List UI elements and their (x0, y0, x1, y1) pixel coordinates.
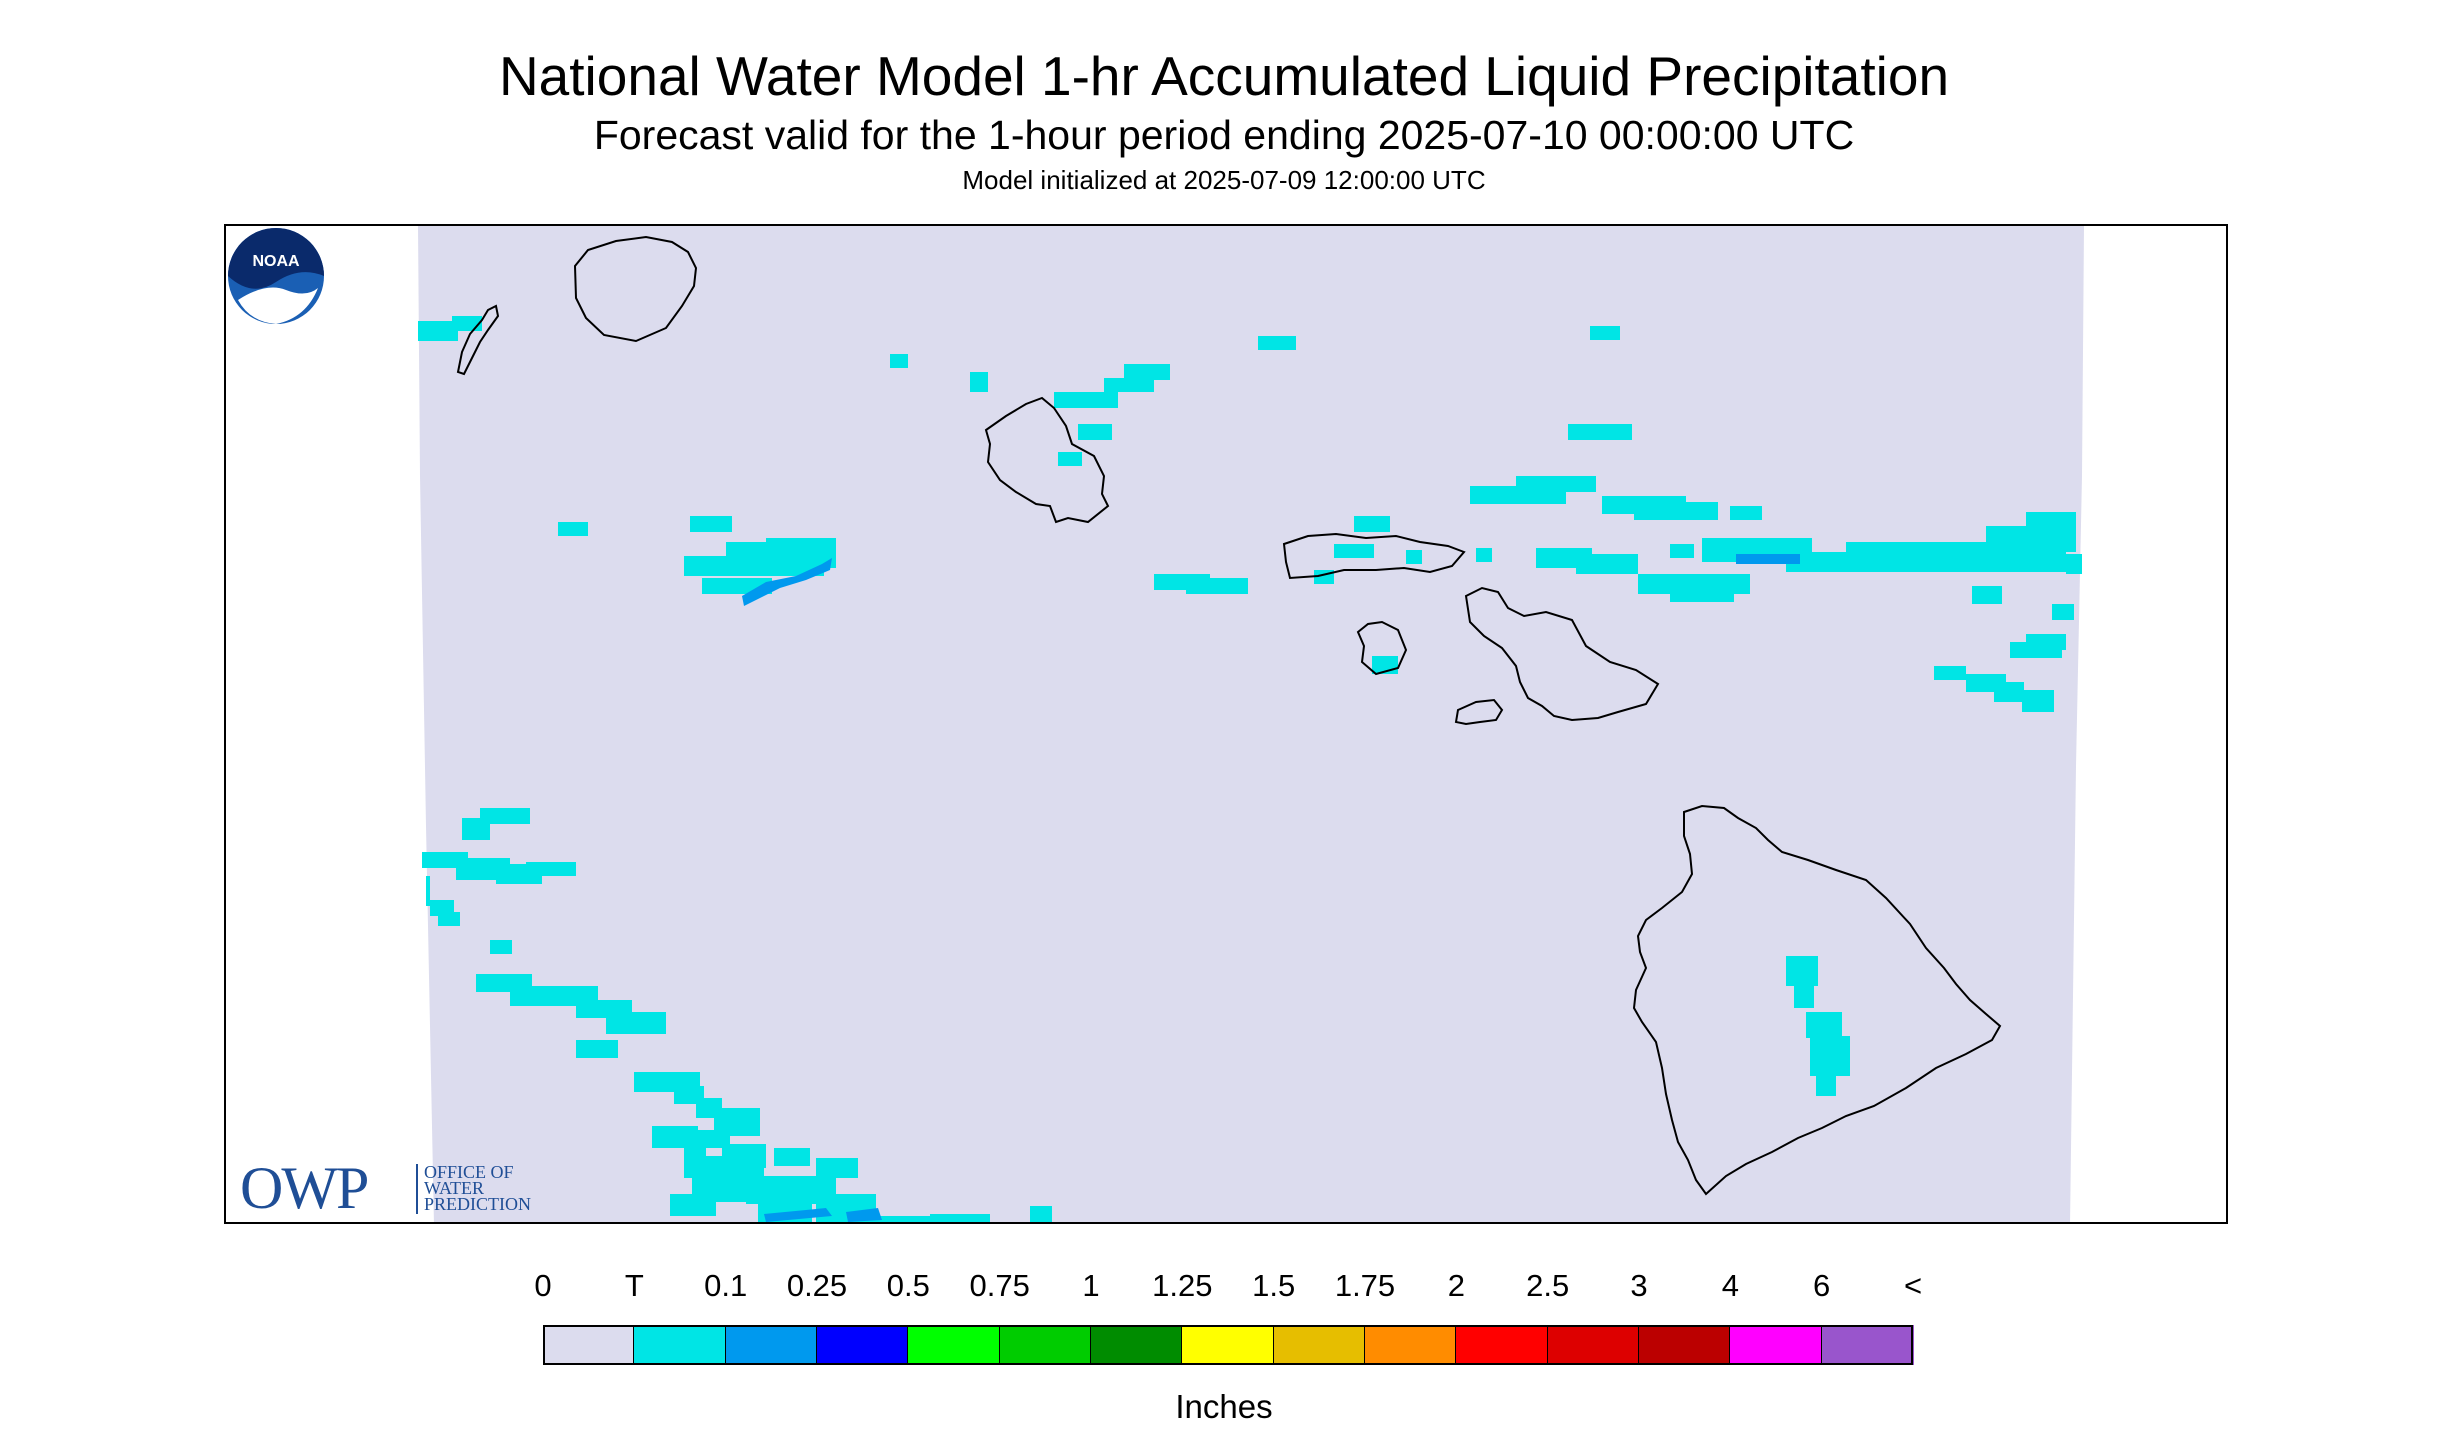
legend-swatch (1730, 1325, 1823, 1365)
owp-logo-divider (416, 1164, 418, 1214)
legend-border (543, 1325, 1913, 1365)
noaa-logo-text: NOAA (252, 253, 300, 270)
legend-tick-label: < (1903, 1268, 1923, 1303)
legend-swatch (634, 1325, 727, 1365)
coastlines (456, 235, 2002, 1196)
legend-swatch (725, 1325, 818, 1365)
legend-swatch (908, 1325, 1001, 1365)
legend-tick-label: 6 (1813, 1268, 1831, 1303)
legend-swatch (1091, 1325, 1184, 1365)
map-canvas (418, 226, 2084, 1222)
legend-swatch (1456, 1325, 1549, 1365)
precip-light-cells (742, 554, 1800, 1222)
owp-logo-mark: OWP (240, 1155, 369, 1221)
legend-tick-label: 3 (1630, 1268, 1648, 1303)
legend-tick-label: 2.5 (1526, 1268, 1570, 1303)
model-domain (418, 226, 2084, 1222)
legend-tick-label: 1 (1082, 1268, 1100, 1303)
owp-logo: OWP OFFICE OF WATER PREDICTION (240, 1155, 560, 1221)
chart-title: National Water Model 1-hr Accumulated Li… (498, 45, 1950, 107)
color-legend (543, 1325, 1914, 1365)
legend-swatch (1365, 1325, 1458, 1365)
legend-swatch (817, 1325, 910, 1365)
legend-tick-label: 0.1 (704, 1268, 748, 1303)
legend-swatch (1547, 1325, 1640, 1365)
legend-tick-label: 0 (534, 1268, 552, 1303)
precip-trace-cells (418, 316, 2082, 1222)
legend-tick-label: 0.5 (886, 1268, 930, 1303)
legend-tick-label: 0.25 (786, 1268, 848, 1303)
legend-tick-label: T (624, 1268, 644, 1303)
legend-tick-label: 2 (1447, 1268, 1465, 1303)
legend-swatch (1273, 1325, 1366, 1365)
legend-tick-label: 1.5 (1252, 1268, 1296, 1303)
legend-swatch (999, 1325, 1092, 1365)
owp-logo-line: WATER (424, 1178, 484, 1198)
legend-tick-label: 1.25 (1152, 1268, 1213, 1303)
model-init-time: Model initialized at 2025-07-09 12:00:00… (962, 165, 1486, 195)
legend-tick-label: 4 (1721, 1268, 1739, 1303)
precip-map: OWP OFFICE OF WATER PREDICTION NOAA (224, 224, 2228, 1224)
legend-units: Inches (1175, 1388, 1273, 1425)
owp-logo-line: PREDICTION (424, 1194, 531, 1214)
legend-tick-label: 0.75 (969, 1268, 1030, 1303)
legend-swatch (543, 1325, 636, 1365)
legend-swatch (1821, 1325, 1914, 1365)
legend-swatch (1182, 1325, 1275, 1365)
chart-subtitle: Forecast valid for the 1-hour period end… (593, 112, 1855, 158)
owp-logo-line: OFFICE OF (424, 1162, 514, 1182)
legend-swatch (1639, 1325, 1732, 1365)
noaa-logo: NOAA (228, 228, 324, 324)
legend-tick-label: 1.75 (1334, 1268, 1396, 1303)
